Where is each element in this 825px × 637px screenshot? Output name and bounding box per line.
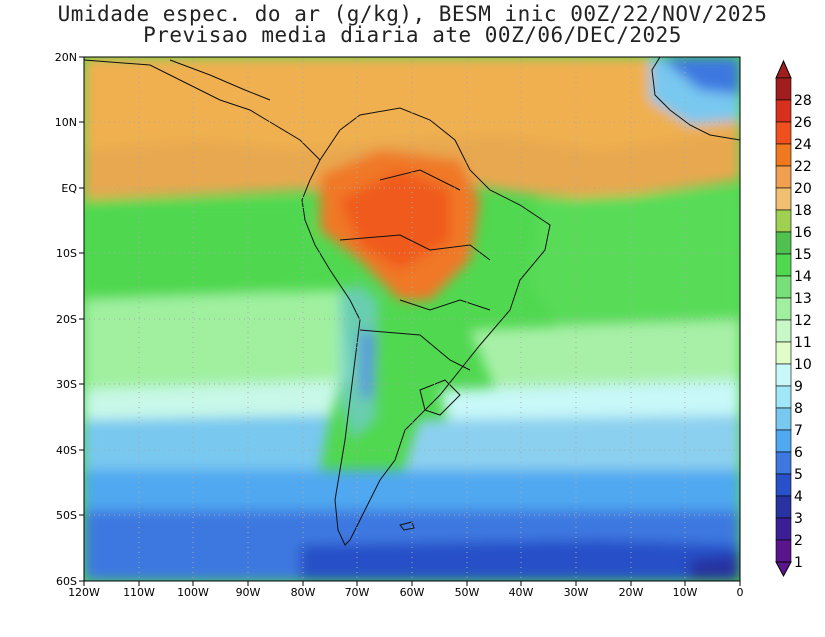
lon-label: 110W (123, 586, 155, 599)
lat-label: 10N (55, 116, 77, 129)
lat-label: 30S (56, 378, 77, 391)
lon-label: 60W (400, 586, 425, 599)
colorbar-swatch (775, 165, 792, 189)
map-title-line-2: Previsao media diaria ate 00Z/06/DEC/202… (143, 23, 682, 47)
lat-tick-labels: 20N 10N EQ 10S 20S 30S 40S 50S 60S (55, 51, 78, 588)
colorbar-label: 5 (794, 467, 803, 483)
colorbar-label: 8 (794, 401, 803, 417)
lon-label: 100W (177, 586, 209, 599)
colorbar-label: 15 (794, 247, 812, 263)
colorbar-bottom-arrow (775, 561, 792, 578)
lon-label: 0 (737, 586, 744, 599)
colorbar-label: 16 (794, 225, 812, 241)
colorbar-top-arrow (775, 59, 792, 79)
colorbar-swatch (775, 187, 792, 211)
lon-label: 50W (455, 586, 480, 599)
colorbar-swatch (775, 209, 792, 233)
lon-label: 90W (236, 586, 261, 599)
lat-label: 50S (56, 509, 77, 522)
colorbar-swatch (775, 473, 792, 497)
axis-ticks (79, 56, 741, 586)
colorbar-swatch (775, 451, 792, 475)
lon-label: 70W (345, 586, 370, 599)
colorbar-swatch (775, 275, 792, 299)
lon-label: 120W (68, 586, 100, 599)
colorbar-label: 22 (794, 159, 812, 175)
lon-tick-labels: 120W 110W 100W 90W 80W 70W 60W 50W 40W 3… (68, 586, 743, 599)
colorbar-label: 11 (794, 335, 812, 351)
colorbar-label: 12 (794, 313, 812, 329)
colorbar-label: 9 (794, 379, 803, 395)
lat-label: EQ (61, 182, 77, 195)
lon-label: 30W (564, 586, 589, 599)
lat-label: 60S (56, 575, 77, 588)
colorbar-label: 4 (794, 489, 803, 505)
map-title-line-1: Umidade espec. do ar (g/kg), BESM inic 0… (57, 2, 768, 26)
lat-label: 20N (55, 51, 77, 64)
coastlines (84, 57, 740, 546)
colorbar-label: 28 (794, 93, 812, 109)
colorbar-swatch (775, 99, 792, 123)
colorbar-label: 24 (794, 137, 812, 153)
colorbar-swatch (775, 539, 792, 563)
colorbar-swatch (775, 341, 792, 365)
colorbar-swatch (775, 231, 792, 255)
colorbar-label: 6 (794, 445, 803, 461)
colorbar-label: 26 (794, 115, 812, 131)
colorbar-swatch (775, 121, 792, 145)
lat-label: 10S (56, 247, 77, 260)
colorbar-swatch (775, 363, 792, 387)
colorbar-label: 2 (794, 533, 803, 549)
lon-label: 40W (509, 586, 534, 599)
colorbar-swatch (775, 429, 792, 453)
colorbar-label: 13 (794, 291, 812, 307)
colorbar-label: 1 (794, 555, 803, 571)
colorbar-label: 7 (794, 423, 803, 439)
colorbar-label: 20 (794, 181, 812, 197)
colorbar-swatch (775, 77, 792, 101)
colorbar-swatch (775, 319, 792, 343)
colorbar-label: 3 (794, 511, 803, 527)
colorbar-swatch (775, 517, 792, 541)
lon-label: 20W (619, 586, 644, 599)
colorbar: 28 26 24 22 20 18 16 15 14 13 12 11 10 9 8 7 6 5 4 3 2 1 (775, 59, 812, 578)
colorbar-label: 14 (794, 269, 812, 285)
lon-label: 80W (291, 586, 316, 599)
colorbar-swatch (775, 407, 792, 431)
colorbar-swatch (775, 253, 792, 277)
lon-label: 10W (673, 586, 698, 599)
colorbar-swatch (775, 143, 792, 167)
colorbar-swatch (775, 297, 792, 321)
lat-label: 20S (56, 313, 77, 326)
colorbar-label: 10 (794, 357, 812, 373)
colorbar-swatch (775, 495, 792, 519)
lat-label: 40S (56, 444, 77, 457)
colorbar-swatch (775, 385, 792, 409)
colorbar-label: 18 (794, 203, 812, 219)
